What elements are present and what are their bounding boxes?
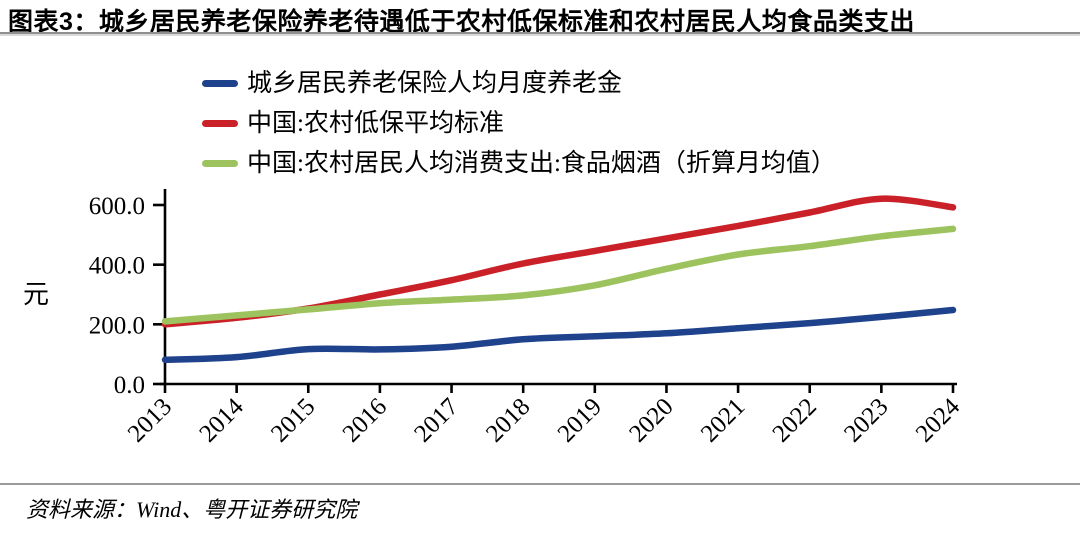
series-line-1: [161, 306, 957, 364]
y-tick-label: 400.0: [89, 253, 145, 280]
title-divider: [0, 32, 1080, 36]
footer-divider: [0, 483, 1080, 485]
legend-swatch-icon: [202, 120, 238, 127]
x-tick-label: 2024: [911, 393, 966, 448]
legend-item: 中国:农村低保平均标准: [202, 109, 836, 138]
legend-item: 城乡居民养老保险人均月度养老金: [202, 69, 836, 98]
legend-label: 城乡居民养老保险人均月度养老金: [247, 70, 623, 97]
x-tick-label: 2016: [338, 393, 392, 447]
x-tick-label: 2015: [266, 393, 320, 447]
legend-swatch-icon: [202, 160, 238, 167]
y-tick-label: 0.0: [114, 372, 145, 399]
y-tick-label: 200.0: [89, 312, 145, 339]
x-tick-label: 2013: [123, 393, 177, 447]
series-line-2: [161, 195, 957, 328]
x-tick-label: 2018: [481, 393, 535, 447]
figure-title: 图表3：城乡居民养老保险养老待遇低于农村低保标准和农村居民人均食品类支出: [8, 8, 915, 36]
x-tick-label: 2017: [409, 393, 463, 447]
x-tick-label: 2021: [696, 393, 750, 447]
x-tick-label: 2019: [553, 393, 607, 447]
series-line-3: [161, 225, 957, 325]
x-tick-label: 2023: [839, 393, 893, 447]
x-tick-label: 2020: [624, 393, 678, 447]
chart-legend: 城乡居民养老保险人均月度养老金 中国:农村低保平均标准中国:农村居民人均消费支出:…: [202, 69, 836, 178]
y-tick-label: 600.0: [89, 193, 145, 220]
x-tick-label: 2022: [768, 393, 822, 447]
legend-item: 中国:农村居民人均消费支出:食品烟酒（折算月均值）: [202, 149, 836, 178]
source-note: 资料来源：Wind、粤开证券研究院: [26, 497, 358, 522]
legend-swatch-icon: [202, 80, 238, 87]
x-tick-label: 2014: [194, 393, 249, 448]
legend-label: 中国:农村低保平均标准: [247, 110, 504, 137]
y-axis-unit-label: 元: [23, 280, 50, 309]
legend-label: 中国:农村居民人均消费支出:食品烟酒（折算月均值）: [247, 150, 836, 177]
